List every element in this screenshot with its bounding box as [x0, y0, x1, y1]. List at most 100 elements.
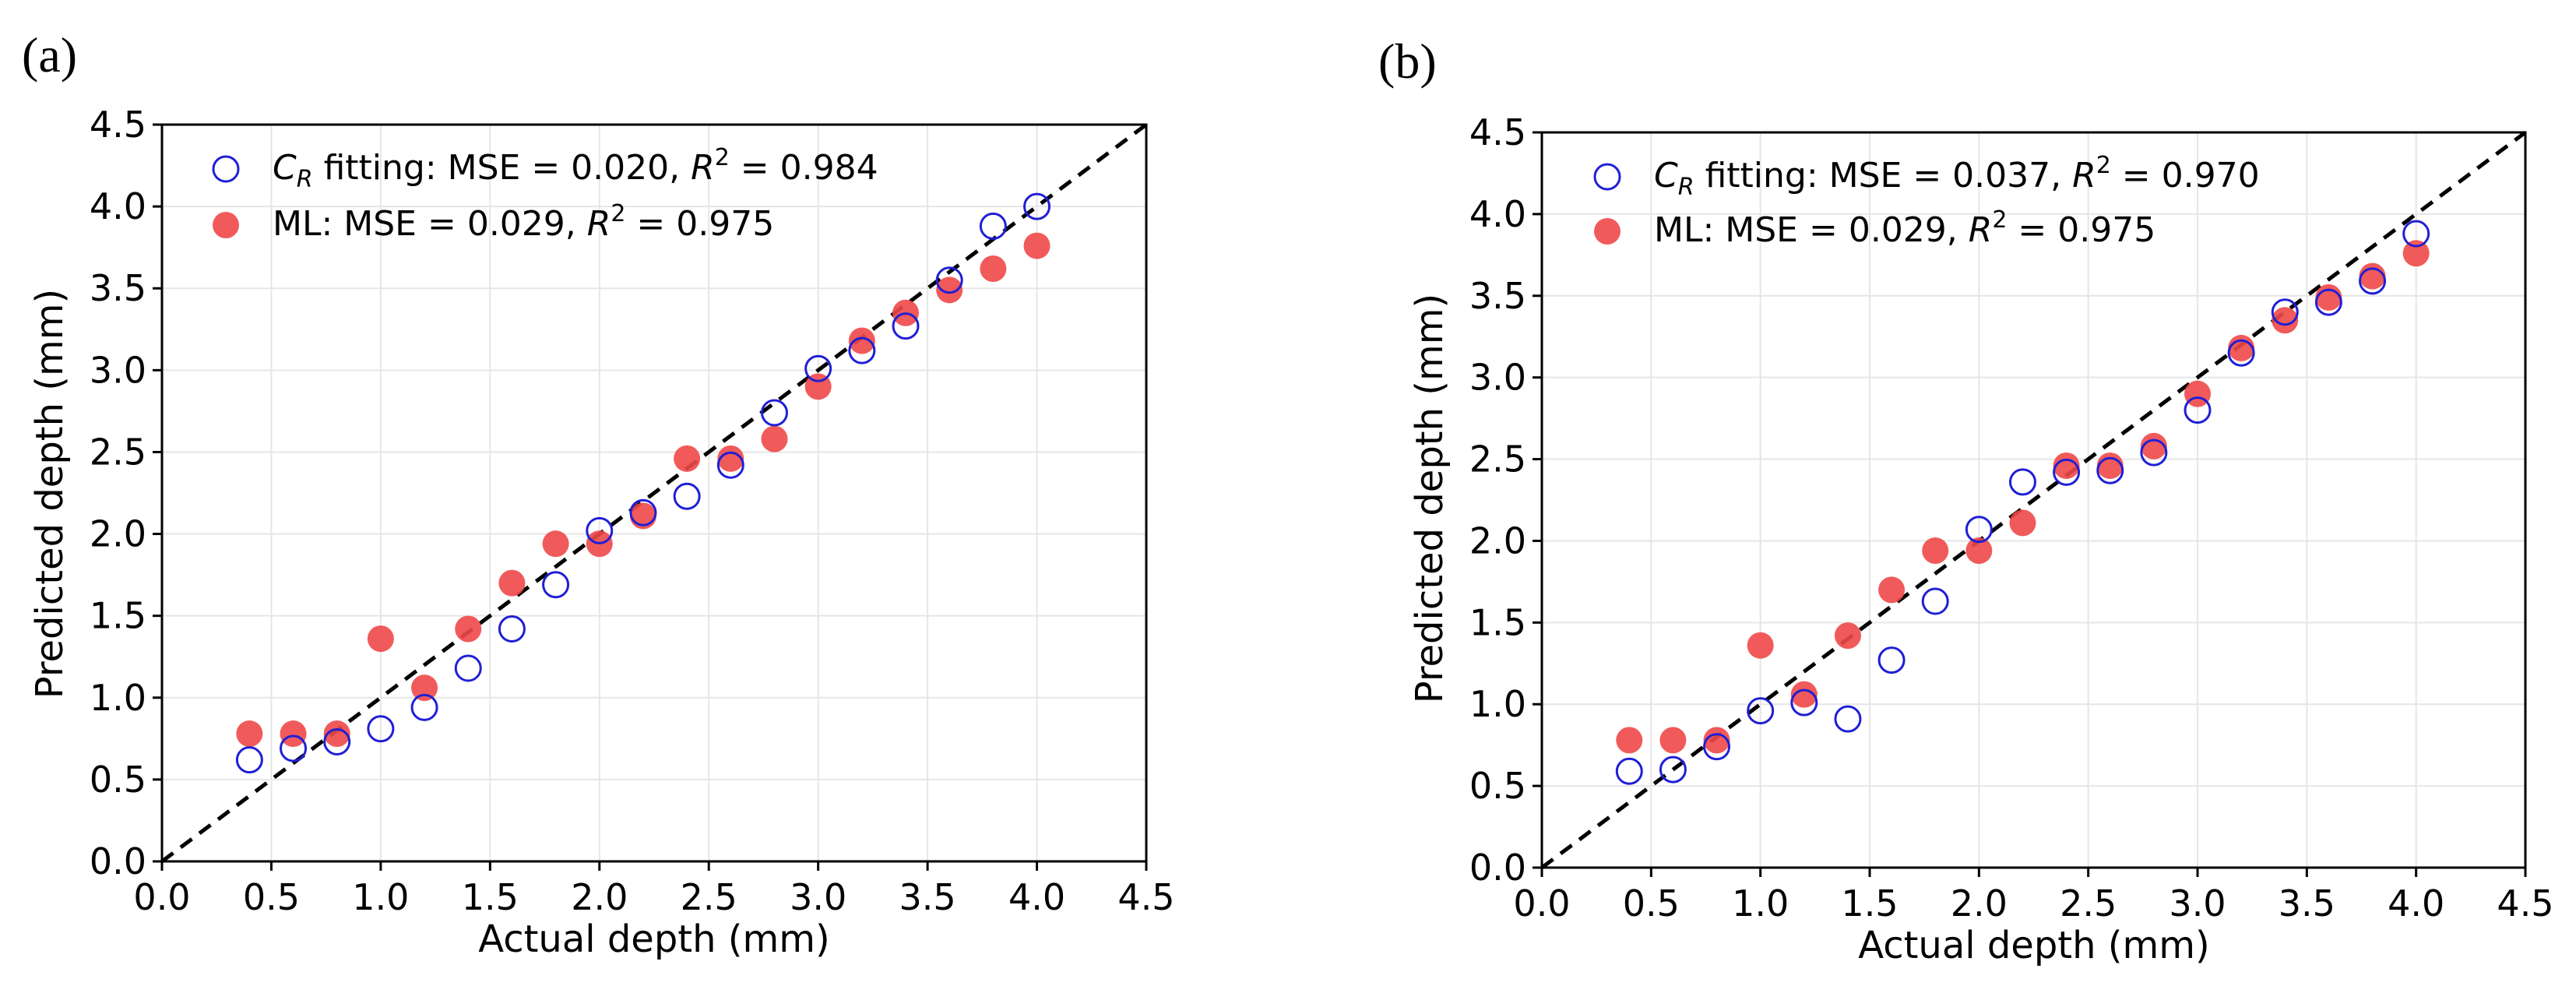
data-point-ml — [2228, 334, 2255, 361]
data-point-cr-fitting — [2271, 298, 2299, 326]
x-tick-label: 2.5 — [681, 876, 737, 918]
y-tick-label: 3.0 — [1469, 357, 1526, 399]
x-tick-label: 4.5 — [2497, 882, 2553, 924]
y-tick-label: 1.5 — [1469, 601, 1526, 643]
data-point-cr-fitting — [804, 354, 832, 382]
data-point-cr-fitting — [2227, 339, 2255, 367]
x-tick-label: 0.5 — [243, 876, 300, 918]
grid-lines — [161, 124, 1147, 862]
data-point-cr-fitting — [2140, 438, 2168, 467]
data-point-cr-fitting — [1790, 688, 1818, 717]
data-point-ml — [717, 445, 744, 472]
chart-panel-b: (b) 0.0 0.5 1.0 1.5 2.0 2.5 3.0 3.5 4.0 4.5 0.0 0.5… — [1378, 33, 2554, 967]
data-point-cr-fitting — [848, 336, 876, 364]
x-tick-label: 0.5 — [1623, 882, 1680, 924]
data-point-ml — [1659, 727, 1687, 754]
y-tick-label: 1.5 — [90, 595, 146, 637]
y-tick-label: 1.0 — [1469, 683, 1526, 725]
data-point-cr-fitting — [716, 451, 744, 479]
data-point-cr-fitting — [892, 312, 920, 340]
data-point-cr-fitting — [2359, 267, 2387, 295]
data-point-ml — [2096, 452, 2124, 479]
y-axis-label: Predicted depth (mm) — [28, 289, 72, 699]
data-point-ml — [2402, 240, 2430, 267]
y-tick-label: 2.0 — [1469, 519, 1526, 562]
data-point-cr-fitting — [1747, 697, 1775, 725]
y-tick-label: 4.5 — [90, 104, 146, 146]
data-point-cr-fitting — [1615, 757, 1643, 785]
data-point-ml — [1834, 622, 1861, 650]
data-point-ml — [455, 615, 482, 643]
x-axis-label: Actual depth (mm) — [1858, 924, 2210, 967]
y-tick-label: 4.0 — [1469, 193, 1526, 235]
panel-label-a: (a) — [22, 27, 77, 83]
data-point-ml — [2140, 432, 2167, 460]
y-tick-label: 0.0 — [1469, 847, 1526, 889]
data-point-cr-fitting — [1023, 192, 1051, 220]
data-point-ml — [1965, 537, 1993, 565]
data-point-ml — [323, 720, 350, 748]
reference-line-y-equals-x — [160, 122, 1148, 864]
data-point-ml — [280, 720, 307, 748]
data-point-ml — [498, 569, 526, 597]
y-tick-label: 0.0 — [90, 840, 146, 882]
x-axis-label: Actual depth (mm) — [478, 917, 830, 961]
legend-marker-ml — [213, 212, 239, 238]
x-tick-label: 2.5 — [2060, 882, 2117, 924]
data-point-ml — [980, 255, 1007, 282]
data-point-cr-fitting — [629, 498, 657, 526]
data-point-cr-fitting — [1921, 587, 1949, 615]
data-point-cr-fitting — [2008, 468, 2036, 496]
data-point-ml — [2009, 509, 2036, 537]
data-point-cr-fitting — [2314, 288, 2342, 316]
data-point-ml — [411, 674, 438, 702]
x-tick-label: 2.0 — [571, 876, 628, 918]
data-point-cr-fitting — [1703, 733, 1731, 761]
y-tick-label: 4.0 — [90, 185, 146, 227]
data-point-cr-fitting — [1834, 705, 1862, 733]
data-point-cr-fitting — [454, 654, 482, 682]
x-tick-label: 1.5 — [462, 876, 519, 918]
data-point-ml — [1790, 681, 1818, 708]
y-tick-label: 1.0 — [90, 677, 146, 719]
data-point-ml — [1616, 727, 1643, 754]
y-tick-label: 2.5 — [1469, 438, 1526, 481]
data-point-cr-fitting — [2402, 220, 2430, 248]
y-axis-label: Predicted depth (mm) — [1408, 294, 1452, 704]
data-point-ml — [367, 625, 394, 653]
legend-label-ml: ML: MSE = 0.029, R2 = 0.975 — [1654, 206, 2155, 250]
data-point-cr-fitting — [760, 399, 788, 427]
reference-line-y-equals-x — [1540, 130, 2527, 870]
legend: CR fitting: MSE = 0.020, R2 = 0.984 ML: M… — [212, 144, 878, 244]
data-point-cr-fitting — [323, 728, 351, 756]
data-point-ml — [1703, 727, 1730, 754]
axis-ticks: 0.0 0.5 1.0 1.5 2.0 2.5 3.0 3.5 4.0 4.5 0.0 0.5 1.0 1… — [90, 104, 1175, 918]
data-point-ml — [2272, 307, 2299, 334]
data-point-ml — [674, 445, 701, 472]
data-point-ml — [542, 530, 569, 558]
x-tick-label: 3.5 — [2279, 882, 2335, 924]
data-point-cr-fitting — [367, 715, 395, 743]
data-point-cr-fitting — [673, 482, 701, 510]
legend-marker-cr-fitting — [212, 155, 240, 183]
data-point-cr-fitting — [2184, 396, 2212, 424]
axes-frame — [160, 123, 1148, 863]
x-tick-label: 1.5 — [1841, 882, 1898, 924]
data-points — [1615, 220, 2430, 785]
data-point-cr-fitting — [1965, 516, 1993, 544]
chart-panel-a: (a) 0.0 0.5 1.0 1.5 2.0 2.5 3.0 3.5 4.0 4.5 0.0 0.5… — [22, 27, 1175, 961]
y-tick-label: 4.5 — [1469, 111, 1526, 153]
x-tick-label: 4.0 — [1008, 876, 1065, 918]
data-point-ml — [236, 720, 263, 748]
legend-label-cr-fitting: CR fitting: MSE = 0.037, R2 = 0.970 — [1654, 152, 2260, 201]
data-point-ml — [761, 425, 788, 453]
data-point-ml — [848, 327, 875, 354]
data-point-ml — [2053, 452, 2080, 479]
data-point-cr-fitting — [410, 693, 438, 721]
axes-frame — [1540, 131, 2527, 869]
legend-label-ml: ML: MSE = 0.029, R2 = 0.975 — [273, 200, 774, 244]
panel-label-b: (b) — [1378, 33, 1437, 89]
x-tick-label: 4.5 — [1117, 876, 1174, 918]
